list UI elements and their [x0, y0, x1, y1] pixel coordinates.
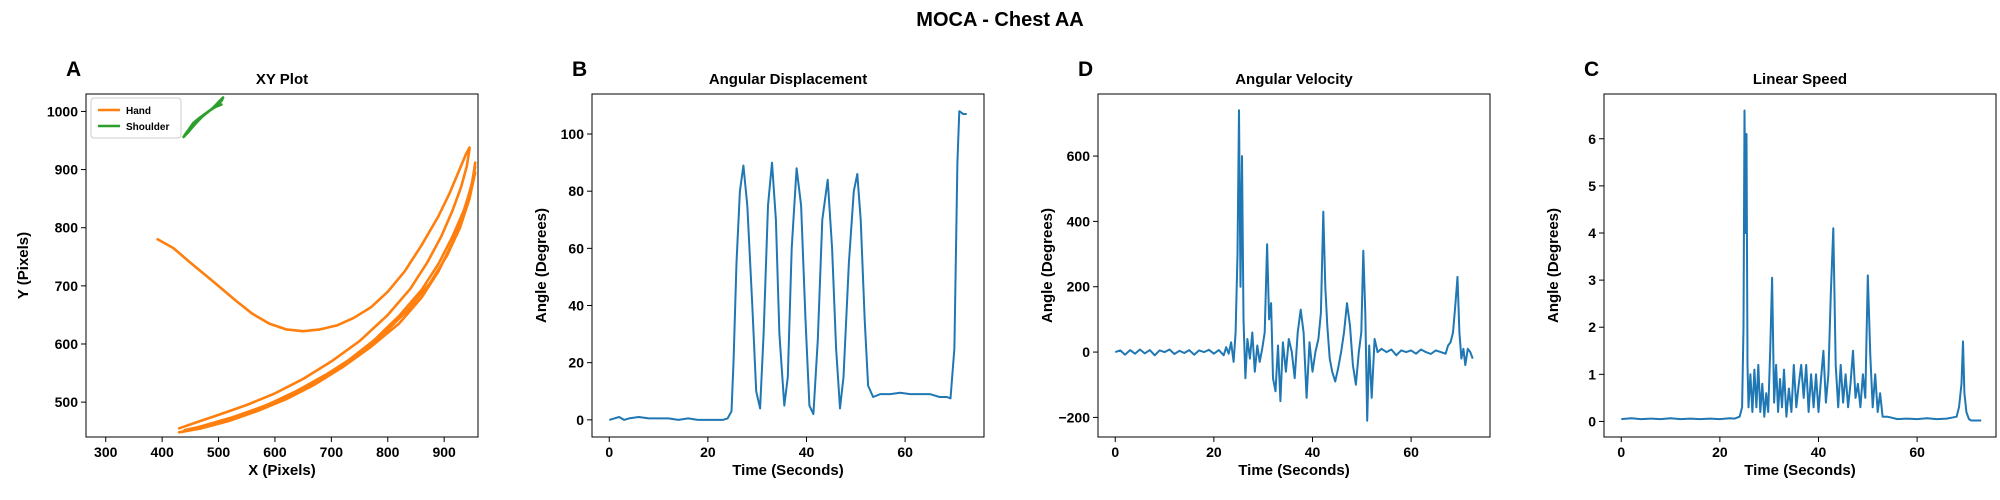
y-tick-label: −200: [1058, 409, 1090, 425]
panel-letter: C: [1584, 58, 1599, 81]
y-tick-label: 6: [1588, 131, 1596, 147]
x-tick-label: 700: [320, 444, 344, 460]
plot-data: [609, 110, 967, 421]
y-tick-label: 4: [1588, 225, 1596, 241]
series-line: [609, 110, 967, 421]
legend-label-hand: Hand: [126, 106, 151, 117]
series-line: [1621, 109, 1982, 422]
y-axis-label: Angle (Degrees): [1039, 208, 1056, 323]
x-axis-label: Time (Seconds): [732, 462, 843, 479]
x-tick-label: 400: [150, 444, 174, 460]
panel-letter: D: [1078, 58, 1093, 81]
y-tick-label: 900: [55, 162, 79, 178]
panel-title: Angular Displacement: [709, 71, 867, 88]
plot-frame: [1603, 93, 1997, 438]
plot-frame: [85, 93, 479, 438]
panel-letter: B: [572, 58, 587, 81]
plot-data: [1621, 109, 1982, 422]
panel-title: Linear Speed: [1753, 71, 1847, 88]
y-axis-label: Angle (Degrees): [1545, 208, 1562, 323]
y-tick-label: 3: [1588, 272, 1596, 288]
y-tick-label: 600: [1067, 148, 1091, 164]
x-tick-label: 600: [263, 444, 287, 460]
y-tick-label: 5: [1588, 178, 1596, 194]
series-line-hand: [183, 171, 477, 432]
y-tick-label: 20: [568, 355, 584, 371]
x-tick-label: 800: [376, 444, 400, 460]
plot-data: [156, 96, 477, 434]
x-tick-label: 300: [94, 444, 118, 460]
panel-d: D Angular Velocity 0 20 40 60 −200 0 200 400 600 Ti…: [1039, 58, 1491, 479]
x-tick-label: 20: [700, 444, 716, 460]
plot-frame: [591, 93, 985, 438]
x-tick-label: 900: [432, 444, 456, 460]
x-tick-label: 500: [207, 444, 231, 460]
x-tick-label: 40: [1305, 444, 1321, 460]
series-line: [1114, 109, 1474, 422]
y-tick-label: 0: [1588, 413, 1596, 429]
x-tick-label: 60: [1403, 444, 1419, 460]
y-tick-label: 1: [1588, 366, 1596, 382]
x-tick-label: 0: [1617, 444, 1625, 460]
series-line-hand: [183, 165, 477, 433]
y-tick-label: 400: [1067, 213, 1091, 229]
x-tick-label: 40: [799, 444, 815, 460]
y-tick-label: 1000: [47, 103, 78, 119]
panel-c: C Linear Speed 0 20 40 60 0 1 2 3 4 5 6 Time (Seconds…: [1545, 58, 1997, 479]
y-axis-label: Angle (Degrees): [533, 208, 550, 323]
x-tick-label: 60: [897, 444, 913, 460]
panel-b: B Angular Displacement 0 20 40 60 0 20 40 60 80 100…: [533, 58, 985, 479]
panel-title: Angular Velocity: [1235, 71, 1353, 88]
series-line-hand: [177, 161, 477, 434]
panel-a: A XY Plot 300 400 500 600 700 800 900 500 600 700 80…: [15, 58, 479, 479]
y-tick-label: 60: [568, 240, 584, 256]
panel-title: XY Plot: [256, 71, 308, 88]
y-tick-label: 0: [576, 412, 584, 428]
series-line-hand: [156, 146, 471, 333]
legend: Hand Shoulder: [90, 97, 182, 139]
x-axis-label: Time (Seconds): [1238, 462, 1349, 479]
figure-suptitle: MOCA - Chest AA: [916, 9, 1083, 31]
y-tick-label: 2: [1588, 319, 1596, 335]
y-tick-label: 100: [561, 126, 585, 142]
x-tick-label: 60: [1909, 444, 1925, 460]
legend-box: [90, 97, 182, 139]
x-tick-label: 20: [1206, 444, 1222, 460]
x-tick-label: 40: [1811, 444, 1827, 460]
plot-frame: [1097, 93, 1491, 438]
y-tick-label: 600: [55, 336, 79, 352]
y-tick-label: 500: [55, 394, 79, 410]
y-tick-label: 40: [568, 298, 584, 314]
x-axis-label: X (Pixels): [248, 462, 316, 479]
y-tick-label: 200: [1067, 279, 1091, 295]
x-axis-label: Time (Seconds): [1744, 462, 1855, 479]
x-tick-label: 0: [1111, 444, 1119, 460]
y-tick-label: 800: [55, 220, 79, 236]
legend-label-shoulder: Shoulder: [126, 122, 169, 133]
series-line-hand: [177, 147, 471, 430]
plot-data: [1114, 109, 1474, 422]
y-tick-label: 0: [1082, 344, 1090, 360]
y-axis-label: Y (Pixels): [15, 232, 32, 299]
panel-letter: A: [66, 58, 81, 81]
series-line-shoulder: [182, 96, 225, 139]
y-tick-label: 700: [55, 278, 79, 294]
x-tick-label: 20: [1712, 444, 1728, 460]
x-tick-label: 0: [605, 444, 613, 460]
y-tick-label: 80: [568, 183, 584, 199]
